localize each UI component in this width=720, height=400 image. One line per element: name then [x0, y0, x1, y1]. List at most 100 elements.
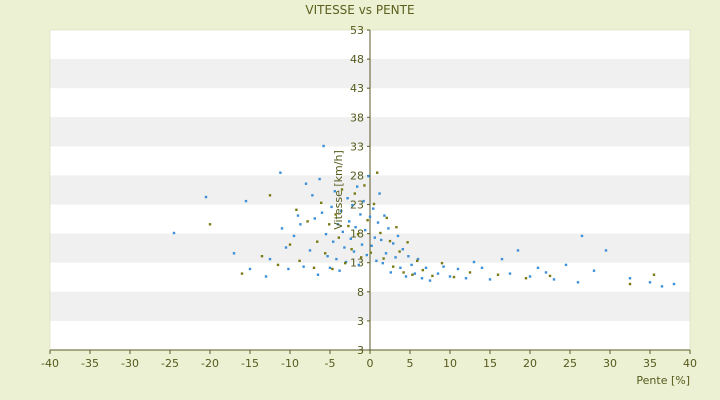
data-point	[334, 213, 337, 216]
x-tick-label: -25	[161, 357, 179, 370]
data-point	[280, 227, 284, 230]
data-point	[440, 261, 444, 265]
data-point	[442, 265, 445, 268]
data-point	[508, 272, 512, 275]
y-tick-label: 43	[350, 82, 364, 95]
data-point	[244, 199, 248, 203]
data-point	[344, 261, 347, 265]
data-point	[343, 246, 346, 249]
data-point	[384, 252, 388, 255]
data-point	[313, 217, 316, 220]
data-point	[284, 246, 288, 249]
y-tick-label: 28	[350, 169, 364, 182]
data-point	[456, 267, 460, 271]
data-point	[324, 232, 328, 236]
data-point	[332, 240, 335, 243]
x-tick-label: -5	[325, 357, 336, 370]
data-point	[376, 171, 379, 174]
data-point	[416, 257, 420, 261]
data-point	[172, 231, 176, 235]
data-point	[544, 271, 548, 274]
data-point	[359, 213, 362, 216]
data-point	[431, 274, 434, 278]
chart-title: VITESSE vs PENTE	[305, 3, 414, 17]
data-point	[338, 269, 341, 272]
data-point	[648, 281, 652, 284]
data-point	[276, 263, 280, 267]
data-point	[365, 253, 368, 257]
data-point	[389, 271, 392, 274]
data-point	[336, 223, 340, 226]
data-point	[552, 278, 556, 281]
data-point	[326, 255, 329, 258]
y-axis-label: Vitesse [km/h]	[332, 150, 345, 230]
data-point	[347, 224, 350, 228]
data-point	[318, 177, 321, 181]
data-point	[369, 251, 372, 254]
data-point	[416, 259, 419, 263]
data-point	[604, 249, 608, 252]
data-point	[353, 192, 356, 195]
data-point	[407, 255, 410, 258]
data-point	[367, 174, 370, 178]
data-point	[536, 266, 540, 269]
data-point	[351, 203, 354, 207]
data-point	[340, 209, 343, 213]
data-point	[248, 267, 252, 271]
y-tick-label: 53	[350, 24, 364, 37]
data-point	[413, 272, 416, 275]
data-point	[372, 202, 376, 206]
data-point	[240, 272, 244, 275]
data-point	[356, 232, 360, 236]
x-tick-label: 5	[407, 357, 414, 370]
data-point	[387, 227, 390, 230]
data-point	[672, 282, 676, 286]
data-point	[402, 271, 405, 274]
data-point	[208, 223, 212, 226]
data-point	[372, 207, 375, 210]
data-point	[352, 250, 356, 253]
data-point	[524, 277, 528, 280]
x-tick-label: 25	[563, 357, 577, 370]
data-point	[368, 215, 372, 218]
data-point	[628, 282, 632, 286]
data-point	[360, 243, 364, 246]
x-tick-label: 30	[603, 357, 617, 370]
data-point	[428, 279, 432, 282]
x-tick-label: -10	[281, 357, 299, 370]
data-point	[652, 273, 656, 276]
data-point	[420, 277, 424, 280]
data-point	[264, 275, 268, 278]
data-point	[316, 240, 319, 243]
data-point	[316, 273, 320, 276]
data-point	[382, 257, 385, 260]
data-point	[381, 261, 384, 265]
data-point	[360, 256, 363, 259]
data-point	[337, 236, 340, 239]
data-point	[398, 250, 401, 253]
data-point	[488, 278, 492, 281]
x-tick-label: 35	[643, 357, 657, 370]
data-point	[500, 257, 504, 261]
y-tick-label: 13	[350, 257, 364, 270]
data-point	[260, 255, 264, 258]
data-point	[628, 277, 632, 280]
data-point	[410, 263, 413, 267]
data-point	[328, 266, 332, 269]
data-point	[395, 226, 398, 229]
data-point	[311, 194, 314, 197]
data-point	[411, 273, 414, 276]
data-point	[204, 195, 208, 199]
data-point	[268, 194, 272, 197]
data-point	[448, 275, 452, 278]
y-tick-label: 3	[357, 315, 364, 328]
data-point	[396, 234, 400, 238]
data-point	[320, 211, 324, 214]
data-point	[580, 234, 584, 238]
x-tick-label: -35	[81, 357, 99, 370]
data-point	[392, 242, 395, 245]
x-axis-label: Pente [%]	[636, 374, 690, 387]
data-point	[302, 265, 305, 268]
data-point	[392, 265, 395, 268]
